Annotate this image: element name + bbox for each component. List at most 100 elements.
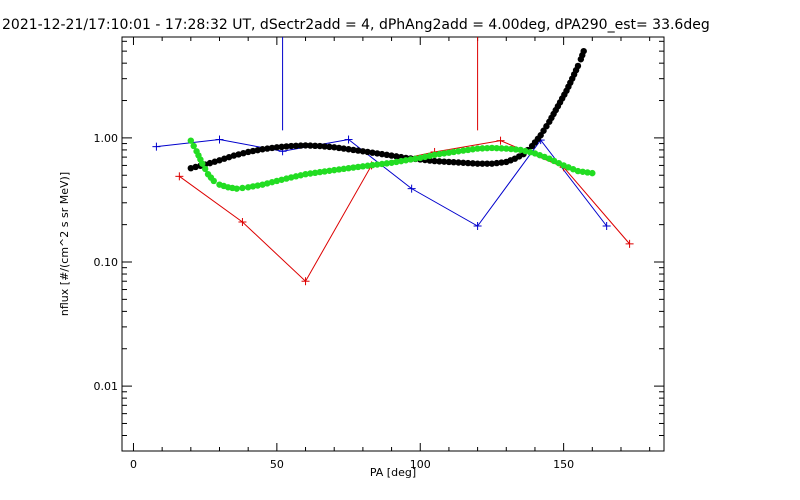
data-point — [473, 222, 482, 231]
data-point — [580, 47, 587, 55]
data-point — [239, 184, 246, 192]
data-point — [283, 143, 290, 150]
data-point — [344, 135, 353, 144]
data-point — [273, 144, 281, 151]
data-point — [240, 149, 247, 157]
data-point — [460, 147, 467, 154]
data-point — [331, 144, 338, 151]
data-point — [297, 172, 304, 179]
data-point — [187, 164, 195, 172]
data-point — [474, 160, 481, 167]
data-point — [374, 161, 381, 168]
data-point — [311, 169, 319, 177]
data-point — [364, 162, 371, 169]
data-point — [412, 155, 419, 162]
data-point — [254, 146, 261, 154]
data-point — [496, 136, 505, 145]
data-point — [464, 159, 472, 167]
data-point — [383, 160, 390, 167]
data-point — [440, 150, 448, 157]
data-point — [283, 175, 290, 182]
data-point — [483, 144, 491, 152]
data-point — [244, 184, 252, 191]
data-point — [259, 146, 266, 153]
data-point — [326, 167, 333, 174]
series-layer — [152, 47, 634, 286]
data-point — [522, 147, 529, 155]
data-point — [264, 145, 271, 152]
data-point — [421, 153, 429, 161]
data-point — [354, 147, 362, 154]
data-point — [450, 159, 457, 166]
data-point — [359, 163, 367, 170]
data-point — [316, 168, 324, 176]
data-point — [249, 183, 257, 190]
data-point — [302, 170, 309, 178]
data-point — [460, 159, 467, 166]
data-point — [498, 159, 505, 166]
data-point — [321, 168, 328, 175]
data-point — [507, 145, 515, 153]
data-point — [340, 145, 347, 152]
x-tick-label: 0 — [130, 458, 137, 471]
data-point — [479, 160, 486, 167]
data-point — [383, 151, 390, 159]
data-point — [249, 147, 257, 155]
data-point — [268, 144, 276, 152]
data-point — [292, 142, 300, 150]
data-point — [426, 157, 434, 164]
data-point — [378, 150, 386, 158]
marker-lines — [282, 37, 479, 131]
data-point — [517, 146, 524, 154]
data-point — [287, 142, 295, 150]
plot-frame — [121, 36, 665, 452]
data-point — [244, 148, 252, 156]
data-point — [374, 150, 381, 157]
data-point — [345, 146, 352, 153]
data-point — [321, 143, 328, 150]
data-point — [431, 151, 438, 159]
data-point — [215, 135, 224, 144]
data-point — [426, 152, 434, 160]
data-point — [625, 239, 634, 248]
data-point — [574, 167, 582, 175]
data-point — [230, 152, 238, 159]
data-point — [493, 159, 500, 167]
data-point — [550, 157, 558, 165]
data-point — [464, 146, 472, 154]
data-point — [301, 277, 310, 286]
y-tick-label: 0.01 — [94, 380, 119, 393]
data-point — [302, 142, 309, 149]
data-point — [503, 145, 510, 152]
x-tick-label: 50 — [270, 458, 284, 471]
y-axis-label: nflux [#/(cm^2 s sr MeV)] — [58, 172, 71, 316]
data-point — [555, 159, 563, 167]
series-3 — [187, 47, 587, 172]
data-point — [369, 149, 376, 156]
data-point — [402, 157, 410, 164]
data-point — [474, 145, 481, 152]
data-point — [278, 176, 285, 183]
data-point — [602, 222, 611, 231]
data-point — [278, 143, 285, 151]
data-point — [350, 146, 357, 154]
data-point — [292, 173, 300, 180]
data-point — [526, 149, 534, 156]
data-point — [407, 184, 416, 193]
data-point — [378, 160, 386, 168]
data-point — [512, 146, 520, 153]
data-point — [407, 156, 414, 163]
data-point — [190, 142, 197, 150]
y-tick-label: 1.00 — [94, 132, 119, 145]
data-point — [359, 148, 367, 155]
data-point — [488, 144, 496, 152]
data-point — [175, 172, 184, 181]
data-point — [238, 218, 247, 227]
series-4 — [187, 137, 596, 192]
data-point — [201, 165, 209, 173]
data-point — [152, 142, 161, 151]
data-point — [479, 145, 486, 152]
data-point — [364, 148, 371, 156]
data-point — [254, 182, 261, 189]
